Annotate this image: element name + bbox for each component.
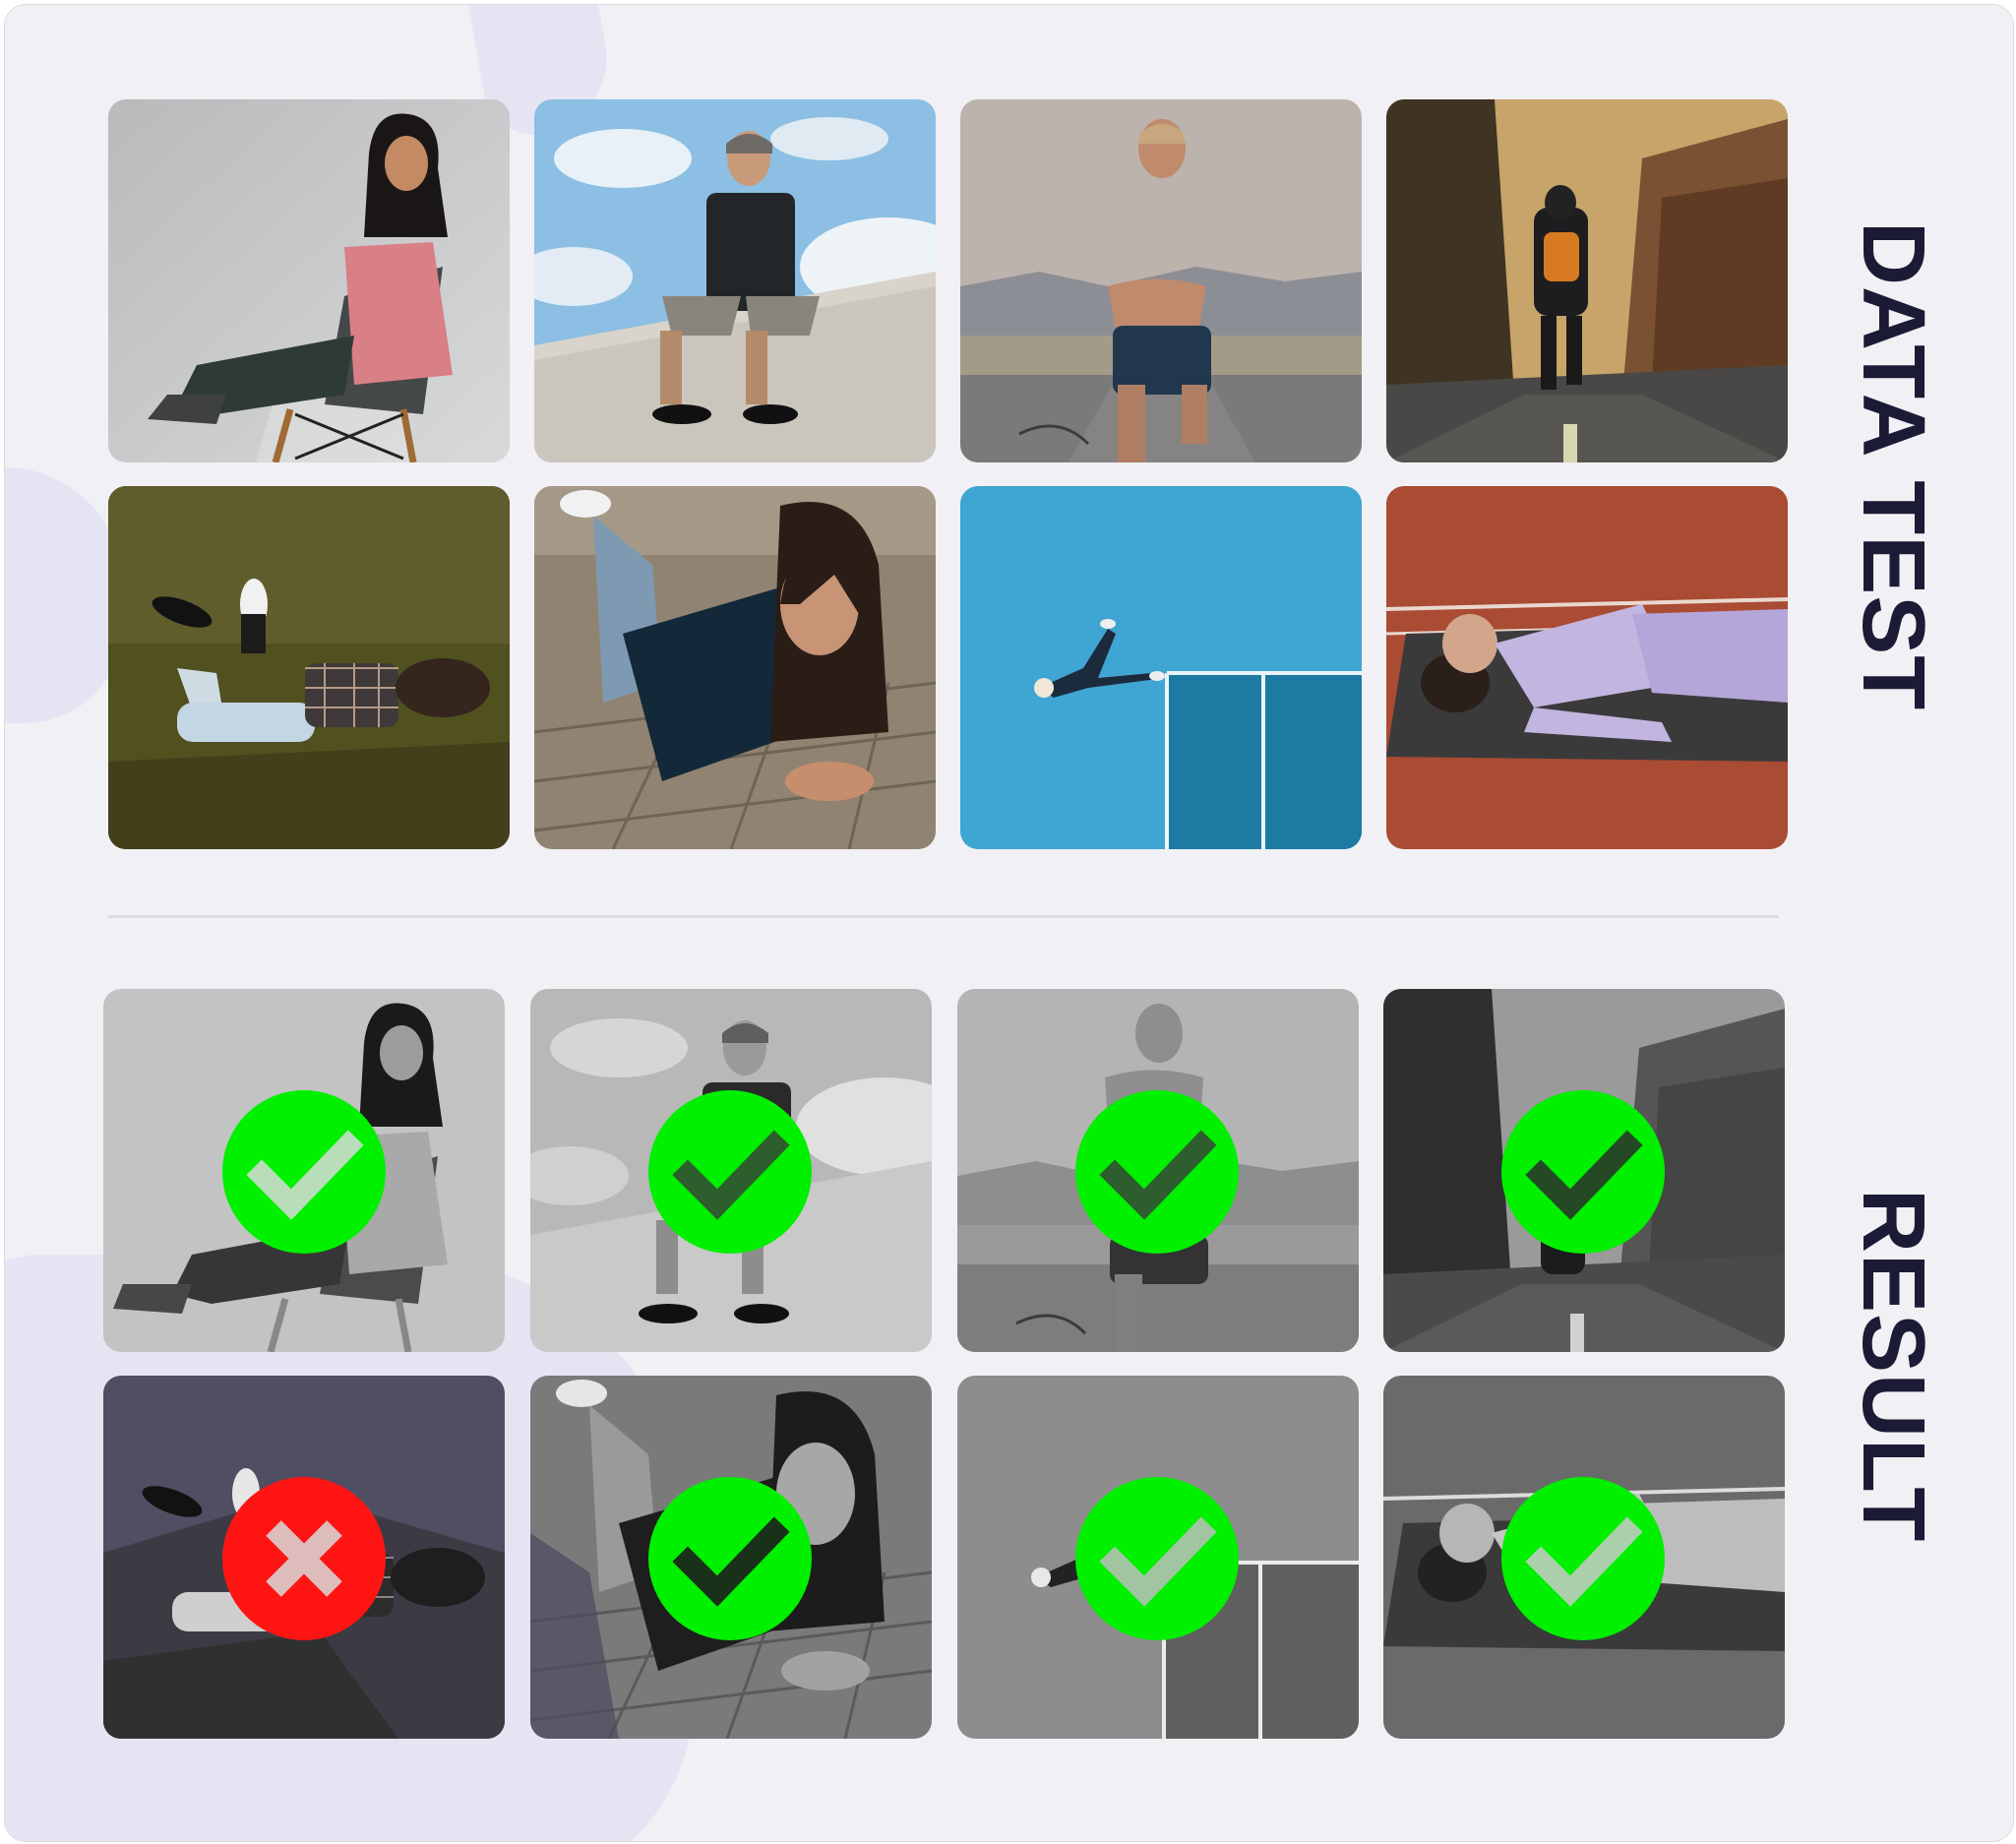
data-test-photo-man-running	[960, 99, 1362, 462]
data-test-photo-grass	[108, 486, 510, 849]
background-shape	[5, 467, 123, 723]
result-photo-forest-road	[1383, 989, 1785, 1352]
data-test-photo-man-wall	[534, 99, 936, 462]
cross-icon	[222, 1477, 386, 1640]
section-divider	[108, 915, 1779, 918]
check-icon	[1075, 1477, 1239, 1640]
data-test-photo-forest-road	[1386, 99, 1788, 462]
check-icon	[648, 1477, 812, 1640]
check-icon	[1501, 1090, 1665, 1254]
result-label: RESULT	[1844, 1189, 1942, 1543]
data-test-photo-track	[1386, 486, 1788, 849]
check-icon	[1075, 1090, 1239, 1254]
check-icon	[222, 1090, 386, 1254]
check-icon	[1501, 1477, 1665, 1640]
check-icon	[648, 1090, 812, 1254]
data-test-photo-blue-court	[960, 486, 1362, 849]
data-test-photo-woman-chair	[108, 99, 510, 462]
result-photo-man-wall	[530, 989, 932, 1352]
data-test-photo-woman-pavement	[534, 486, 936, 849]
data-test-label: DATA TEST	[1844, 221, 1942, 711]
